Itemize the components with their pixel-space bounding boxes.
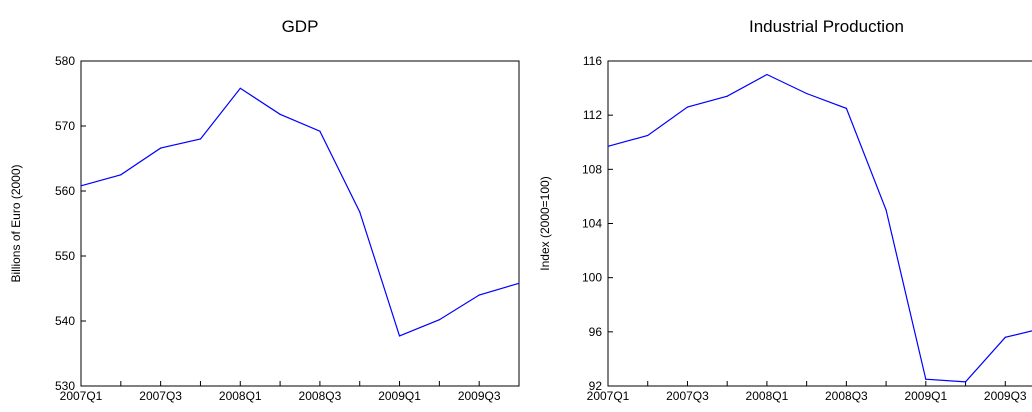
x-tick-label: 2008Q3: [825, 389, 868, 403]
x-tick-label: 2008Q1: [219, 389, 262, 403]
y-tick-label: 580: [55, 54, 75, 68]
data-point: [726, 95, 728, 97]
y-tick-label: 530: [55, 379, 75, 393]
y-tick-label: 560: [55, 184, 75, 198]
x-tick-label: 2009Q3: [984, 389, 1027, 403]
x-tick-label: 2007Q1: [60, 389, 103, 403]
y-tick-label: 550: [55, 249, 75, 263]
y-axis-label: Index (2000=100): [538, 176, 552, 270]
data-point: [925, 378, 927, 380]
data-point: [885, 209, 887, 211]
series-line: [80, 87, 520, 337]
data-point: [160, 147, 162, 149]
data-point: [478, 294, 480, 296]
x-tick-label: 2009Q3: [458, 389, 501, 403]
data-point: [607, 145, 609, 147]
plot-frame: [80, 60, 520, 387]
data-point: [1004, 336, 1006, 338]
y-axis-label: Billions of Euro (2000): [9, 164, 23, 282]
data-point: [199, 138, 202, 140]
chart-title: Industrial Production: [749, 17, 904, 36]
x-tick-label: 2007Q3: [139, 389, 182, 403]
y-tick-label: 116: [583, 54, 602, 68]
industrial-production-chart: Industrial Production Index (2000=100) 92 9…: [538, 17, 1032, 403]
data-point: [80, 185, 82, 187]
x-tick-label: 2007Q1: [587, 389, 630, 403]
data-point: [279, 113, 281, 115]
data-point: [518, 282, 520, 284]
y-tick-label: 108: [582, 162, 602, 176]
chart-title: GDP: [282, 17, 319, 36]
data-point: [964, 381, 967, 383]
data-point: [806, 92, 808, 95]
data-point: [359, 211, 361, 213]
data-point: [647, 134, 649, 137]
x-tick-label: 2009Q1: [904, 389, 947, 403]
x-tick-label: 2008Q3: [299, 389, 342, 403]
data-point: [120, 174, 122, 176]
y-tick-label: 100: [582, 271, 602, 285]
y-tick-label: 570: [55, 119, 75, 133]
x-tick-label: 2007Q3: [666, 389, 709, 403]
y-tick-label: 112: [583, 108, 602, 122]
x-tick-label: 2009Q1: [378, 389, 421, 403]
data-point: [319, 130, 321, 132]
x-tick-label: 2008Q1: [746, 389, 789, 403]
data-point: [398, 335, 401, 337]
y-tick-label: 540: [55, 314, 75, 328]
series-line: [607, 73, 1032, 383]
data-point: [686, 106, 689, 108]
data-point: [845, 107, 847, 109]
gdp-chart: GDP Billions of Euro (2000) 530 540 550 560 57…: [9, 17, 520, 403]
y-tick-label: 92: [589, 379, 603, 393]
y-tick-label: 104: [582, 217, 602, 231]
y-tick-label: 96: [589, 325, 603, 339]
data-point: [438, 319, 440, 321]
data-point: [766, 73, 768, 76]
data-point: [239, 87, 241, 89]
plot-frame: [607, 60, 1032, 387]
